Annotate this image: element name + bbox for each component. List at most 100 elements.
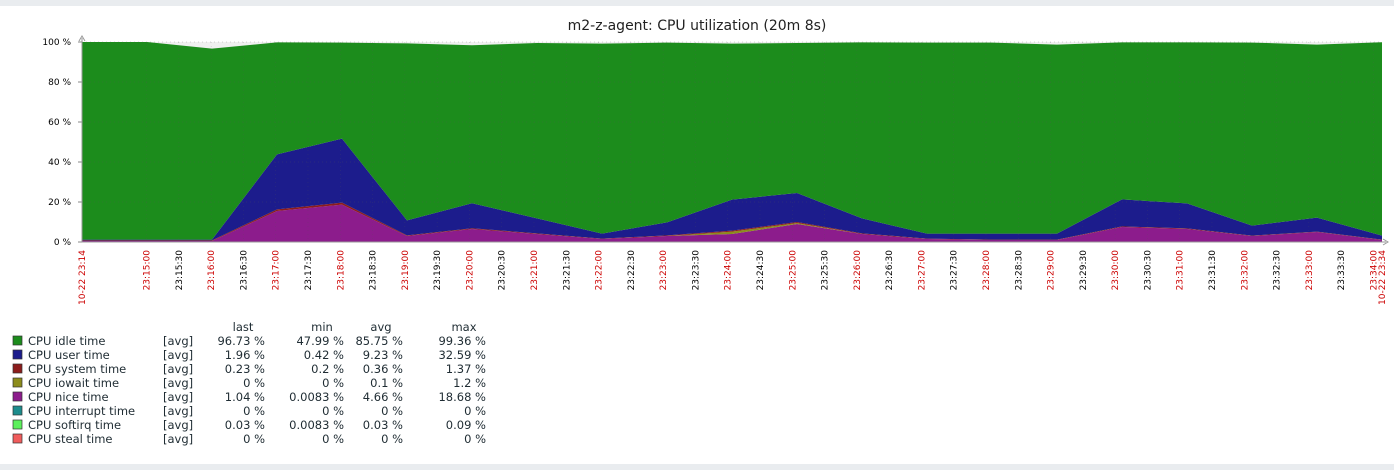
legend-avg-value: 0.1 % [370,376,403,390]
y-tick-label: 80 % [48,78,71,88]
x-tick-label: 23:31:00 [1176,250,1186,291]
x-tick-label: 23:19:30 [433,250,443,291]
legend-min-value: 0 % [322,376,344,390]
x-tick-label: 23:28:00 [982,250,992,291]
graph-title: m2-z-agent: CPU utilization (20m 8s) [568,18,827,34]
x-tick-label: 23:32:00 [1240,250,1250,291]
y-tick-label: 60 % [48,118,71,128]
legend-swatch-cpu-steal-time [12,433,23,444]
y-tick-label: 100 % [42,38,71,48]
x-tick-label: 23:29:30 [1079,250,1089,291]
legend-header-min: min [311,320,333,334]
x-tick-label: 23:15:00 [143,250,153,291]
y-axis-ticks: 0 % 20 % 40 % 60 % 80 % 100 % [42,38,71,248]
x-tick-label: 23:19:00 [401,250,411,291]
y-tick-label: 0 % [54,238,72,248]
legend-name-cpu-system-time: CPU system time [28,362,126,376]
legend-max-value: 32.59 % [438,348,486,362]
x-tick-label: 23:16:30 [239,250,249,291]
legend-min-value: 0.0083 % [289,418,344,432]
series-area-cpu-iowait-time [82,204,1382,241]
legend-name-cpu-user-time: CPU user time [28,348,110,362]
x-tick-label: 23:26:30 [885,250,895,291]
legend-agg: [avg] [163,362,193,376]
x-tick-label: 23:29:00 [1047,250,1057,291]
x-end-label: 10-22 23:34 [1378,250,1388,305]
legend-swatch-cpu-idle-time [12,335,23,346]
legend-agg: [avg] [163,432,193,446]
legend-avg-value: 0 % [381,432,403,446]
x-tick-label: 23:25:00 [788,250,798,291]
legend-name-cpu-interrupt-time: CPU interrupt time [28,404,135,418]
legend-min-value: 47.99 % [296,334,344,348]
legend-name-cpu-iowait-time: CPU iowait time [28,376,119,390]
grid-lines [78,35,1389,246]
legend-name-cpu-idle-time: CPU idle time [28,334,105,348]
y-tick-label: 20 % [48,198,71,208]
legend-swatch-cpu-interrupt-time [12,405,23,416]
legend-avg-value: 85.75 % [355,334,403,348]
x-tick-label: 23:32:30 [1273,250,1283,291]
x-axis-ticks: 10-22 23:14 23:15:00 23:15:30 23:16:00 23:16… [78,250,1388,305]
series-area-cpu-nice-time [82,204,1382,242]
legend-last-value: 96.73 % [217,334,265,348]
legend-table: last min avg max CPU idle time [avg] 96.73 % 47… [12,320,486,446]
legend-swatch-cpu-user-time [12,349,23,360]
y-tick-label: 40 % [48,158,71,168]
legend-last-value: 0 % [243,404,265,418]
legend-min-value: 0 % [322,404,344,418]
x-tick-label: 23:23:00 [659,250,669,291]
series-areas [82,42,1382,242]
x-tick-label: 23:15:30 [175,250,185,291]
legend-min-value: 0.42 % [304,348,344,362]
legend-name-cpu-steal-time: CPU steal time [28,432,113,446]
series-area-cpu-user-time [82,138,1382,241]
x-tick-label: 23:27:30 [950,250,960,291]
legend-swatch-cpu-softirq-time [12,419,23,430]
x-tick-label: 23:26:00 [853,250,863,291]
legend-last-value: 1.96 % [225,348,265,362]
x-start-label: 10-22 23:14 [78,250,88,305]
x-tick-label: 23:30:00 [1111,250,1121,291]
legend-agg: [avg] [163,376,193,390]
x-tick-label: 23:22:00 [595,250,605,291]
legend-agg: [avg] [163,404,193,418]
x-tick-label: 23:21:00 [530,250,540,291]
x-tick-label: 23:30:30 [1143,250,1153,291]
x-tick-label: 23:20:30 [498,250,508,291]
x-tick-label: 23:20:00 [465,250,475,291]
legend-avg-value: 9.23 % [363,348,403,362]
legend-max-value: 0 % [464,404,486,418]
legend-header-last: last [233,320,254,334]
y-axis-arrow [78,35,86,42]
x-tick-label: 23:31:30 [1208,250,1218,291]
x-tick-label: 23:33:30 [1337,250,1347,291]
legend-last-value: 0.23 % [225,362,265,376]
legend-header-max: max [451,320,476,334]
x-tick-label: 23:18:30 [369,250,379,291]
x-tick-label: 23:34:00 [1369,250,1379,291]
x-tick-label: 23:24:30 [756,250,766,291]
cpu-utilization-graph: m2-z-agent: CPU utilization (20m 8s) 0 %… [12,18,1389,446]
x-axis-arrow [1382,238,1389,246]
legend-swatch-cpu-iowait-time [12,377,23,388]
legend-name-cpu-nice-time: CPU nice time [28,390,109,404]
legend-agg: [avg] [163,418,193,432]
x-tick-label: 23:28:30 [1014,250,1024,291]
legend-swatch-cpu-system-time [12,363,23,374]
x-tick-label: 23:33:00 [1305,250,1315,291]
legend-max-value: 99.36 % [438,334,486,348]
x-tick-label: 23:27:00 [917,250,927,291]
legend-max-value: 1.37 % [446,362,486,376]
legend-min-value: 0 % [322,432,344,446]
series-area-cpu-idle-time [82,42,1382,240]
legend-agg: [avg] [163,390,193,404]
legend-agg: [avg] [163,334,193,348]
legend-avg-value: 0.36 % [363,362,403,376]
legend-avg-value: 4.66 % [363,390,403,404]
legend-max-value: 1.2 % [453,376,486,390]
x-tick-label: 23:24:00 [724,250,734,291]
legend-name-cpu-softirq-time: CPU softirq time [28,418,121,432]
legend-max-value: 18.68 % [438,390,486,404]
x-tick-label: 23:22:30 [627,250,637,291]
